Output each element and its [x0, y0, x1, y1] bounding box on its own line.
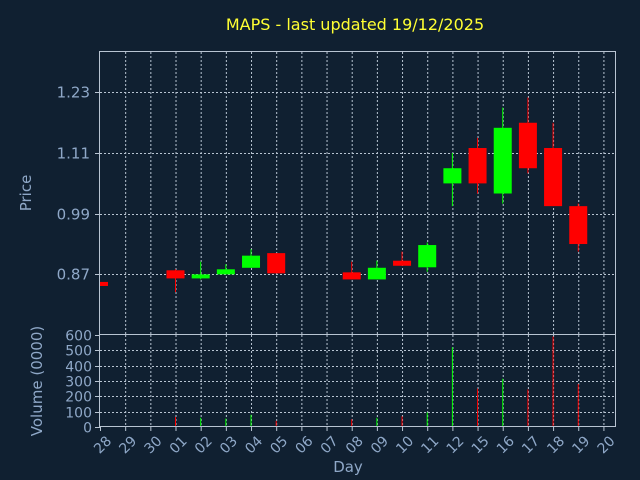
candle-body [166, 270, 185, 279]
candle-body [569, 206, 588, 245]
candlesticks [99, 97, 588, 293]
x-tick-label: 01 [167, 433, 191, 457]
candle-body [468, 148, 487, 184]
x-ticks: 28 29 30 01 02 03 04 05 06 07 08 09 10 11 12 15 16 17 18 19… [91, 427, 619, 457]
candle-body [443, 168, 462, 184]
volume-y-tick-label: 400 [65, 360, 92, 376]
x-tick-label: 04 [242, 433, 266, 457]
volume-gridlines [100, 335, 616, 427]
volume-y-tick-label: 200 [65, 390, 92, 406]
x-tick-label: 10 [393, 433, 417, 457]
price-y-ticks: 0.87 0.99 1.11 1.23 [57, 84, 100, 284]
volume-y-tick-label: 300 [65, 375, 92, 391]
x-tick-label: 12 [444, 433, 468, 457]
x-axis-label: Day [333, 458, 363, 476]
volume-y-tick-label: 100 [65, 406, 92, 422]
volume-plot-frame [99, 334, 616, 427]
x-tick-label: 28 [91, 433, 115, 457]
x-tick-label: 09 [368, 433, 392, 457]
volume-y-tick-label: 600 [65, 329, 92, 345]
x-tick-label: 03 [217, 433, 241, 457]
x-tick-label: 19 [569, 433, 593, 457]
x-tick-label: 16 [494, 433, 518, 457]
candle-body [216, 269, 235, 275]
x-tick-label: 29 [116, 433, 140, 457]
volume-bars [175, 336, 579, 427]
volume-y-tick-label: 500 [65, 344, 92, 360]
x-tick-label: 06 [293, 433, 317, 457]
candle-body [342, 272, 361, 280]
x-tick-label: 11 [418, 433, 442, 457]
candle-body [100, 281, 108, 286]
candle-body [393, 260, 412, 266]
price-y-tick-label: 0.99 [57, 206, 90, 224]
candle-body [544, 148, 563, 207]
price-plot-frame [99, 51, 616, 335]
candle-body [267, 253, 286, 274]
candle-body [518, 122, 537, 169]
x-tick-label: 20 [595, 433, 619, 457]
price-axis-label: Price [17, 175, 35, 212]
candle-body [242, 255, 261, 268]
price-y-tick-label: 0.87 [57, 266, 90, 284]
x-tick-label: 15 [469, 433, 493, 457]
price-y-tick-label: 1.23 [57, 84, 90, 102]
x-tick-label: 07 [318, 433, 342, 457]
candle-body [191, 274, 210, 279]
candle-body [493, 127, 512, 194]
chart-title: MAPS - last updated 19/12/2025 [226, 15, 484, 34]
candle-body [367, 267, 386, 280]
x-tick-label: 18 [544, 433, 568, 457]
volume-y-tick-label: 0 [83, 421, 92, 437]
price-y-tick-label: 1.11 [57, 145, 90, 163]
x-tick-label: 05 [267, 433, 291, 457]
x-tick-label: 30 [142, 433, 166, 457]
candle-body [418, 245, 437, 268]
x-tick-label: 02 [192, 433, 216, 457]
volume-axis-label: Volume (0000) [28, 326, 46, 436]
x-tick-label: 17 [519, 433, 543, 457]
x-tick-label: 08 [343, 433, 367, 457]
price-gridlines [100, 52, 616, 335]
